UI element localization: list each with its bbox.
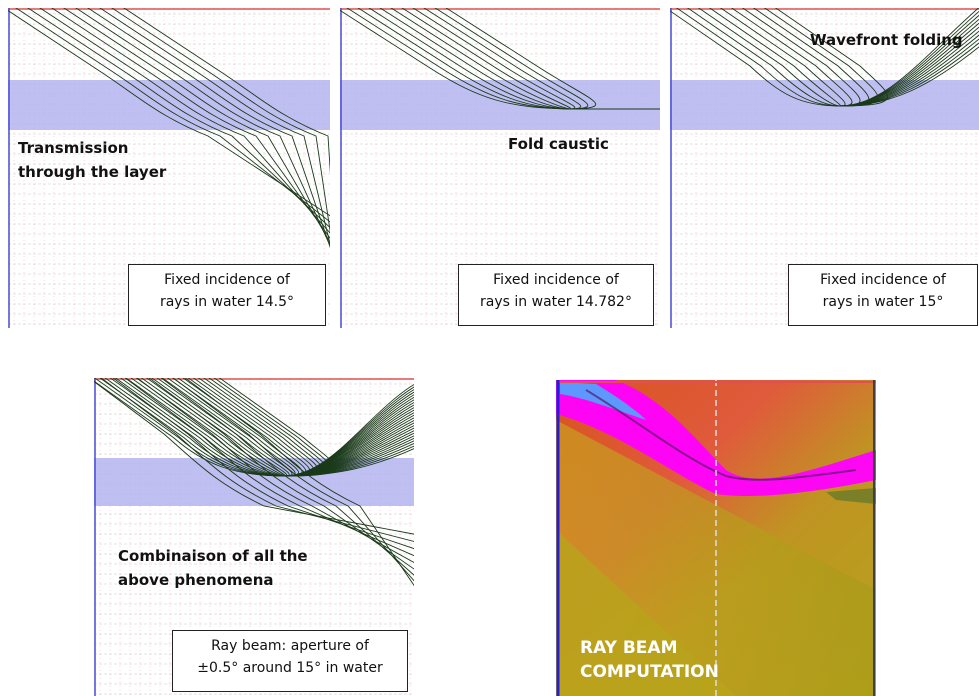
caption-line: Transmission bbox=[18, 139, 129, 157]
heatmap-plot bbox=[556, 380, 876, 696]
ray bbox=[87, 8, 330, 249]
ray-beam-heatmap: RAY BEAM COMPUTATION bbox=[556, 380, 876, 696]
panel-caption: Fold caustic bbox=[508, 132, 609, 156]
ray bbox=[94, 380, 414, 535]
layer-band bbox=[8, 80, 330, 130]
heatmap-lower-left bbox=[556, 530, 736, 696]
box-line: Ray beam: aperture of bbox=[211, 638, 369, 654]
ray-panel-combination: Combinaison of all the above phenomena R… bbox=[94, 378, 414, 696]
ray bbox=[8, 10, 330, 217]
ray-panel-transmission: Transmission through the layer Fixed inc… bbox=[8, 8, 330, 328]
heatmap-ridge bbox=[585, 389, 857, 481]
heatmap-label-line: RAY BEAM bbox=[580, 638, 678, 658]
panel-caption: Transmission through the layer bbox=[18, 136, 166, 184]
box-line: Fixed incidence of bbox=[164, 272, 290, 288]
ray bbox=[99, 8, 330, 246]
heatmap-label-line: COMPUTATION bbox=[580, 662, 719, 682]
box-line: rays in water 15° bbox=[822, 294, 944, 310]
ray bbox=[445, 8, 660, 110]
ray bbox=[218, 378, 414, 477]
ray bbox=[160, 378, 414, 576]
ray bbox=[75, 8, 330, 247]
caption-line: Fold caustic bbox=[508, 135, 609, 153]
grid bbox=[670, 8, 979, 328]
box-line: rays in water 14.5° bbox=[159, 294, 295, 310]
ray-group bbox=[670, 8, 979, 107]
ray bbox=[27, 8, 330, 229]
ray bbox=[111, 8, 330, 234]
ray-panel-fold-caustic: Fold caustic Fixed incidence of rays in … bbox=[340, 8, 660, 328]
ray bbox=[124, 378, 414, 557]
ray bbox=[123, 8, 330, 174]
incidence-box: Fixed incidence of rays in water 15° bbox=[788, 264, 978, 326]
ray bbox=[148, 378, 414, 570]
ray bbox=[39, 8, 330, 234]
incidence-box: Fixed incidence of rays in water 14.5° bbox=[128, 264, 326, 326]
panel-caption: Combinaison of all the above phenomena bbox=[118, 544, 308, 592]
caption-line: Combinaison of all the bbox=[118, 547, 308, 565]
heatmap-label: RAY BEAM COMPUTATION bbox=[580, 636, 719, 684]
ray-group bbox=[8, 8, 330, 249]
ray bbox=[112, 378, 414, 550]
box-line: Fixed incidence of bbox=[820, 272, 946, 288]
ray bbox=[172, 378, 414, 582]
caption-line: through the layer bbox=[18, 163, 167, 181]
caption-line: above phenomena bbox=[118, 571, 274, 589]
ray bbox=[15, 8, 330, 223]
ray bbox=[100, 378, 414, 542]
ray bbox=[136, 378, 414, 563]
incidence-box: Ray beam: aperture of ±0.5° around 15° i… bbox=[172, 630, 408, 692]
incidence-box: Fixed incidence of rays in water 14.782° bbox=[458, 264, 654, 326]
ray bbox=[184, 378, 414, 587]
layer-band bbox=[340, 80, 660, 130]
ray bbox=[51, 8, 330, 239]
ray bbox=[63, 8, 330, 244]
box-line: Fixed incidence of bbox=[493, 272, 619, 288]
panel-caption: Wavefront folding bbox=[810, 28, 963, 52]
ray-group bbox=[340, 8, 660, 110]
ray-panel-wavefront-folding: Wavefront folding Fixed incidence of ray… bbox=[670, 8, 979, 328]
ray-group bbox=[94, 378, 414, 587]
heatmap-dark-patch bbox=[826, 488, 876, 504]
ray bbox=[775, 8, 979, 107]
box-line: rays in water 14.782° bbox=[480, 294, 632, 310]
heatmap-high-band bbox=[556, 380, 876, 497]
box-line: ±0.5° around 15° in water bbox=[197, 660, 383, 676]
ray bbox=[390, 8, 660, 110]
caption-line: Wavefront folding bbox=[810, 31, 963, 49]
